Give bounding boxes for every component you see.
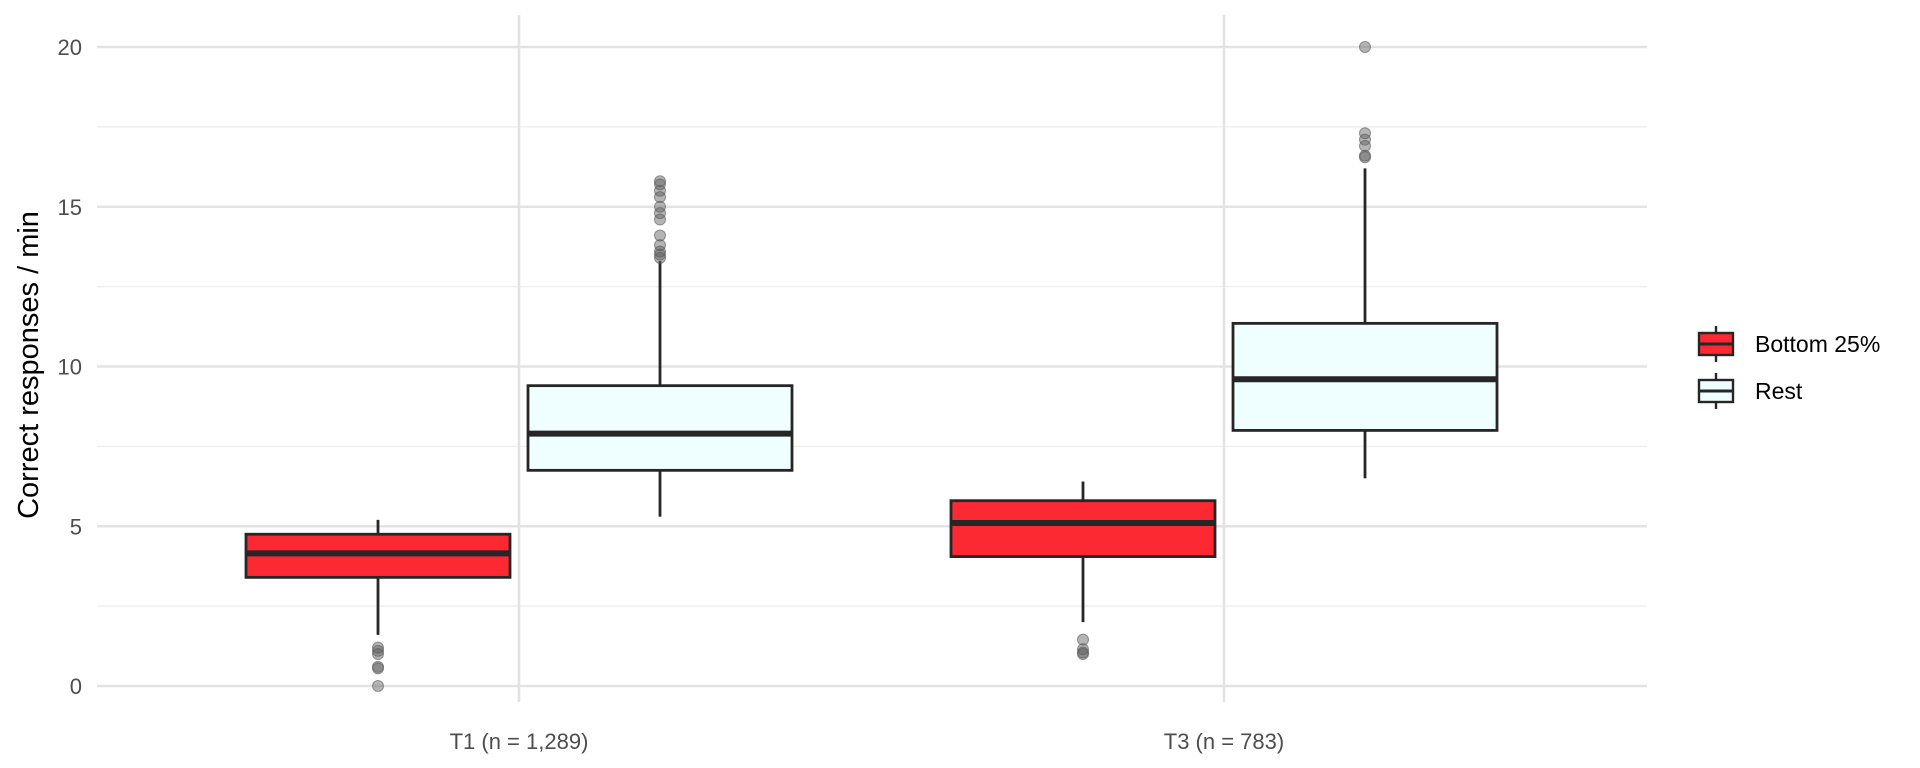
outlier-point: [1077, 648, 1089, 661]
outlier-point: [654, 178, 666, 191]
outlier-point: [654, 184, 666, 197]
outlier-point: [654, 248, 666, 261]
outlier-point: [654, 245, 666, 258]
minor-gridlines: [97, 126, 1647, 607]
y-tick-label: 0: [70, 674, 82, 699]
iqr-box: [949, 499, 1217, 559]
x-tick-label: T1 (n = 1,289): [450, 729, 589, 754]
outlier-point: [1359, 127, 1371, 140]
outlier-point: [654, 175, 666, 188]
outlier-point: [654, 200, 666, 213]
box-series: [244, 41, 1499, 692]
legend-label: Rest: [1755, 378, 1803, 404]
y-axis-title: Correct responses / min: [13, 211, 45, 519]
outlier-point: [1077, 633, 1089, 646]
iqr-box: [526, 384, 794, 472]
legend-key-rest: [1697, 373, 1735, 409]
outlier-point: [654, 229, 666, 242]
outlier-point: [372, 641, 384, 654]
box-bottom-25-: [949, 481, 1217, 661]
y-tick-label: 5: [70, 514, 82, 539]
outlier-point: [654, 251, 666, 264]
legend: Bottom 25% Rest: [1697, 326, 1880, 409]
outlier-point: [372, 680, 384, 692]
outlier-point: [1359, 41, 1371, 53]
outlier-point: [1077, 643, 1089, 656]
outlier-point: [372, 644, 384, 657]
y-tick-label: 20: [58, 35, 82, 60]
x-tick-labels: T1 (n = 1,289) T3 (n = 783): [450, 729, 1285, 754]
outlier-point: [654, 191, 666, 204]
legend-key-bottom-25-: [1697, 326, 1735, 362]
outlier-point: [372, 662, 384, 675]
outlier-point: [1359, 133, 1371, 146]
y-tick-label: 10: [58, 355, 82, 380]
y-tick-labels: 0 5 10 15 20: [58, 35, 82, 699]
outlier-point: [1359, 151, 1371, 164]
outlier-point: [654, 207, 666, 220]
box-bottom-25-: [244, 519, 512, 692]
box-rest: [526, 175, 794, 517]
box-rest: [1231, 41, 1499, 479]
outlier-point: [654, 239, 666, 252]
x-tick-label: T3 (n = 783): [1164, 729, 1284, 754]
outlier-point: [654, 213, 666, 226]
outlier-point: [372, 648, 384, 661]
major-gridlines: [97, 15, 1647, 702]
legend-label: Bottom 25%: [1755, 331, 1880, 357]
y-tick-label: 15: [58, 195, 82, 220]
